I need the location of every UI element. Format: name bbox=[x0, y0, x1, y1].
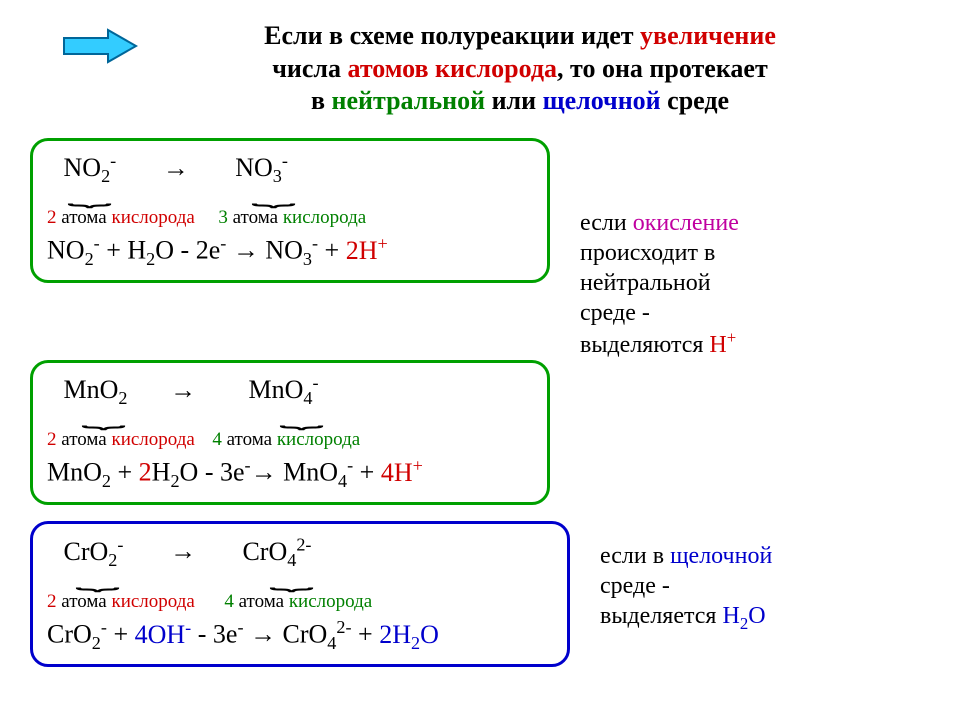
brace-icon: ⏟ bbox=[75, 565, 120, 591]
brace-icon: ⏟ bbox=[279, 403, 324, 429]
atom-count: 2 bbox=[47, 591, 57, 612]
page-title: Если в схеме полуреакции идет увеличение… bbox=[30, 20, 930, 118]
brace-row: ⏟ ⏟ bbox=[47, 409, 533, 431]
formula: MnO2 bbox=[64, 375, 128, 404]
atom-count: 4 bbox=[212, 429, 222, 450]
title-em: увеличение bbox=[640, 21, 776, 50]
title-text: Если в схеме полуреакции идет bbox=[264, 21, 640, 50]
brace-icon: ⏟ bbox=[67, 181, 112, 207]
brace-row: ⏟ ⏟ bbox=[47, 571, 553, 593]
formula: NO3- bbox=[235, 153, 288, 182]
brace-icon: ⏟ bbox=[251, 181, 296, 207]
formula: CrO2- bbox=[64, 537, 124, 566]
title-text: , то она протекает bbox=[557, 54, 768, 83]
balanced-equation: MnO2 + 2H2O - 3e-→ MnO4- + 4H+ bbox=[47, 455, 533, 492]
brace-icon: ⏟ bbox=[269, 565, 314, 591]
formula: CrO42- bbox=[242, 537, 311, 566]
row-2: MnO2 → MnO4- ⏟ ⏟ 2 атома кислорода 4 ато… bbox=[30, 360, 930, 522]
title-text: среде bbox=[661, 86, 729, 115]
atom-count: 3 bbox=[218, 207, 228, 228]
reaction-box-1: NO2- → NO3- ⏟ ⏟ 2 атома кислорода 3 атом… bbox=[30, 138, 550, 284]
balanced-equation: CrO2- + 4OH- - 3e- → CrO42- + 2H2O bbox=[47, 617, 553, 654]
formula: NO2- bbox=[64, 153, 117, 182]
row-3: CrO2- → CrO42- ⏟ ⏟ 2 атома кислорода 4 а… bbox=[30, 521, 930, 683]
atom-labels: 2 атома кислорода 3 атома кислорода bbox=[47, 207, 533, 229]
title-em: нейтральной bbox=[331, 86, 485, 115]
atom-labels: 2 атома кислорода 4 атома кислорода bbox=[47, 429, 533, 451]
title-em: атомов кислорода bbox=[348, 54, 557, 83]
title-text: или bbox=[485, 86, 543, 115]
atom-count: 2 bbox=[47, 207, 57, 228]
balanced-equation: NO2- + H2O - 2e- → NO3- + 2H+ bbox=[47, 233, 533, 270]
row-1: NO2- → NO3- ⏟ ⏟ 2 атома кислорода 3 атом… bbox=[30, 138, 930, 360]
reaction-box-3: CrO2- → CrO42- ⏟ ⏟ 2 атома кислорода 4 а… bbox=[30, 521, 570, 667]
brace-icon: ⏟ bbox=[81, 403, 126, 429]
atom-count: 4 bbox=[224, 591, 234, 612]
title-text: числа bbox=[272, 54, 347, 83]
side-note-2: если в щелочной среде - выделяется H2O bbox=[600, 541, 772, 635]
right-arrow-icon bbox=[60, 28, 140, 69]
formula: MnO4- bbox=[249, 375, 319, 404]
brace-row: ⏟ ⏟ bbox=[47, 187, 533, 209]
atom-labels: 2 атома кислорода 4 атома кислорода bbox=[47, 591, 553, 613]
reaction-box-2: MnO2 → MnO4- ⏟ ⏟ 2 атома кислорода 4 ато… bbox=[30, 360, 550, 506]
header: Если в схеме полуреакции идет увеличение… bbox=[30, 20, 930, 118]
side-note-1: если окисление происходит в нейтральной … bbox=[580, 208, 739, 360]
title-em: щелочной bbox=[543, 86, 661, 115]
atom-count: 2 bbox=[47, 429, 57, 450]
title-text: в bbox=[311, 86, 332, 115]
